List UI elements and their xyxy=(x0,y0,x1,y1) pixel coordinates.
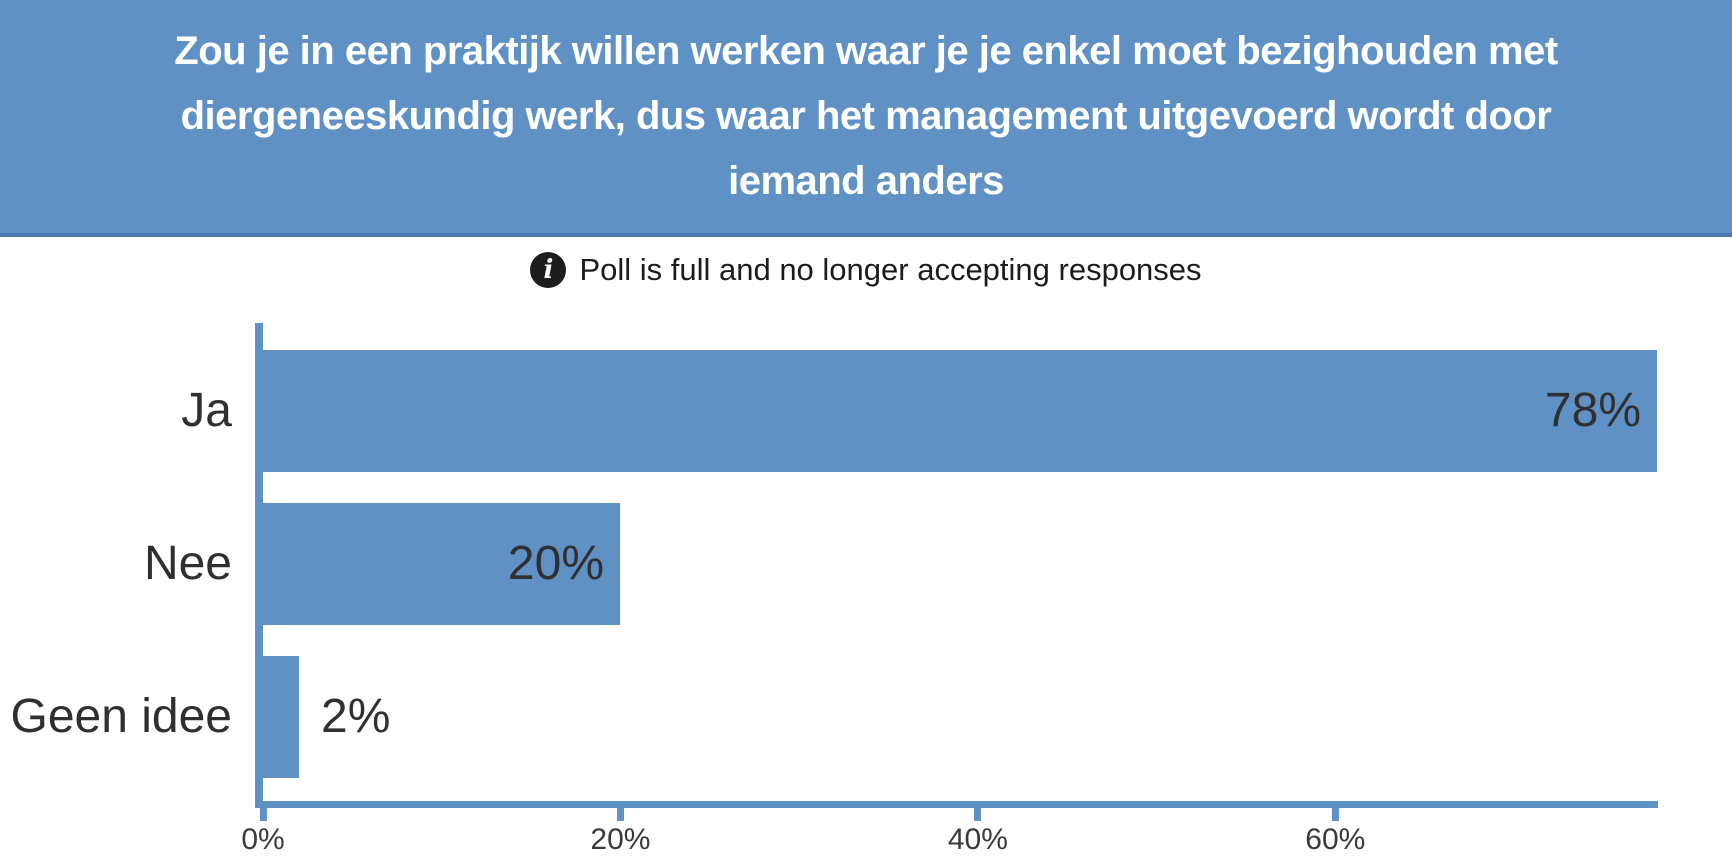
x-tick-20 xyxy=(616,808,624,821)
bar-chart: Ja 78% Nee 20% Geen idee 2% 0% 20% 40% 60% xyxy=(0,300,1732,863)
poll-status-row: Poll is full and no longer accepting res… xyxy=(0,241,1732,299)
category-label-ja: Ja xyxy=(181,384,232,437)
poll-title: Zou je in een praktijk willen werken waa… xyxy=(174,19,1558,214)
value-label-nee: 20% xyxy=(507,537,604,590)
bar-row-ja: Ja 78% xyxy=(0,350,1732,472)
status-text: Poll is full and no longer accepting res… xyxy=(579,252,1202,287)
poll-title-banner: Zou je in een praktijk willen werken waa… xyxy=(0,0,1732,237)
x-tick-0 xyxy=(259,808,267,821)
x-tick-40 xyxy=(974,808,982,821)
poll-title-line: iemand anders xyxy=(728,159,1004,203)
y-axis-line xyxy=(255,323,263,808)
value-label-geen-idee: 2% xyxy=(321,690,391,743)
x-tick-label-0: 0% xyxy=(241,823,285,856)
poll-title-line: Zou je in een praktijk willen werken waa… xyxy=(174,29,1558,73)
bar-nee: 20% xyxy=(263,503,620,625)
bar-geen-idee xyxy=(263,656,299,778)
category-label-geen-idee: Geen idee xyxy=(10,690,232,743)
x-tick-label-40: 40% xyxy=(947,823,1008,856)
bar-row-nee: Nee 20% xyxy=(0,503,1732,625)
bar-row-geen-idee: Geen idee 2% xyxy=(0,656,1732,778)
info-icon xyxy=(530,252,567,288)
x-tick-label-60: 60% xyxy=(1305,823,1366,856)
bar-ja: 78% xyxy=(263,350,1657,472)
value-label-ja: 78% xyxy=(1544,384,1641,437)
category-label-nee: Nee xyxy=(143,537,232,590)
x-tick-label-20: 20% xyxy=(590,823,651,856)
x-axis-line xyxy=(255,801,1658,808)
poll-title-line: diergeneeskundig werk, dus waar het mana… xyxy=(180,94,1552,138)
x-tick-60 xyxy=(1331,808,1339,821)
